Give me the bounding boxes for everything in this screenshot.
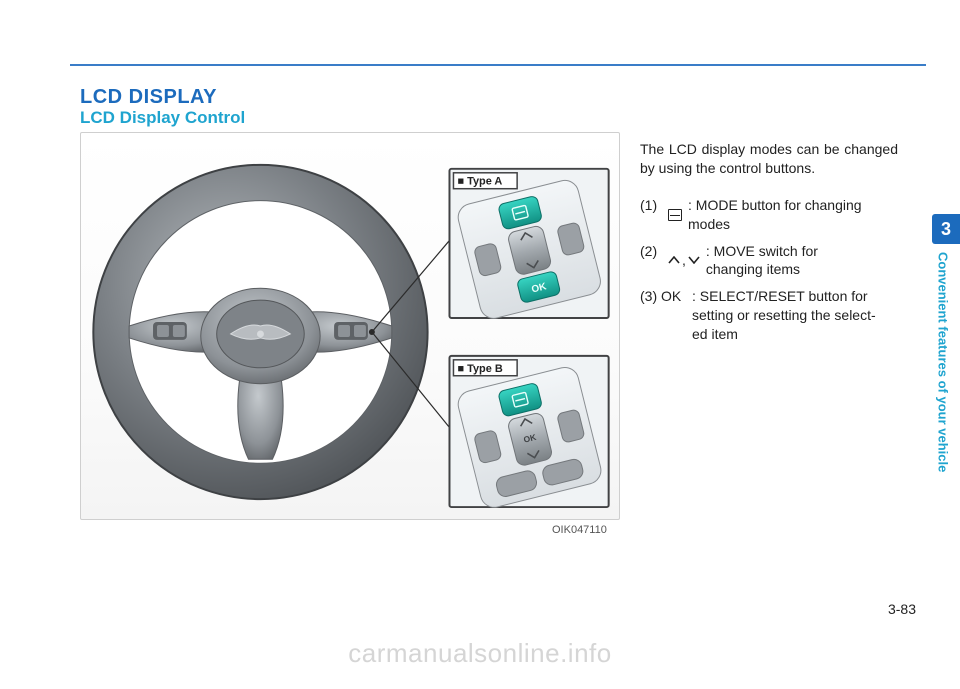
item-3-lead: : SELECT/RESET button for [692, 288, 868, 304]
page: LCD DISPLAY LCD Display Control [0, 0, 960, 689]
item-3-rest: setting or resetting the select- [692, 306, 898, 325]
item-1-lead: : MODE button for changing [688, 197, 862, 213]
chevron-up-icon [668, 256, 680, 264]
chapter-label: Convenient features of your vehicle [934, 252, 952, 592]
chevron-down-icon [688, 256, 700, 264]
item-num-3: (3) OK [640, 287, 692, 344]
item-num-1: (1) [640, 196, 668, 234]
mode-icon [668, 209, 682, 221]
list-item: (3) OK : SELECT/RESET button for setting… [640, 287, 898, 344]
right-column: The LCD display modes can be changed by … [640, 140, 898, 352]
move-switch-icons: , [668, 242, 700, 280]
top-rule [70, 64, 926, 66]
item-body: : MOVE switch for changing items [706, 242, 898, 280]
figure-id: OIK047110 [552, 524, 607, 536]
comma: , [682, 251, 686, 270]
mode-button-icon [668, 196, 682, 234]
item-2-rest: changing items [706, 260, 898, 279]
figure-steering-wheel: ■ Type A OK [80, 132, 620, 520]
item-2-lead: : MOVE switch for [706, 243, 818, 259]
figure-svg: ■ Type A OK [81, 133, 619, 519]
item-body: : SELECT/RESET button for setting or res… [692, 287, 898, 344]
section-subtitle: LCD Display Control [80, 108, 245, 128]
list-item: (1) : MODE button for changing modes [640, 196, 898, 234]
section-title: LCD DISPLAY [80, 86, 217, 109]
item-3-rest2: ed item [692, 325, 898, 344]
list-item: (2) , : MOVE switch for changing items [640, 242, 898, 280]
item-1-rest: modes [688, 215, 898, 234]
intro-paragraph: The LCD display modes can be changed by … [640, 140, 898, 178]
inset-b-label: ■ Type B [457, 363, 502, 375]
item-num-2: (2) [640, 242, 668, 280]
page-number: 3-83 [888, 601, 916, 617]
watermark: carmanualsonline.info [0, 638, 960, 669]
inset-a-label: ■ Type A [457, 176, 502, 188]
item-body: : MODE button for changing modes [688, 196, 898, 234]
chapter-tab: 3 [932, 214, 960, 244]
